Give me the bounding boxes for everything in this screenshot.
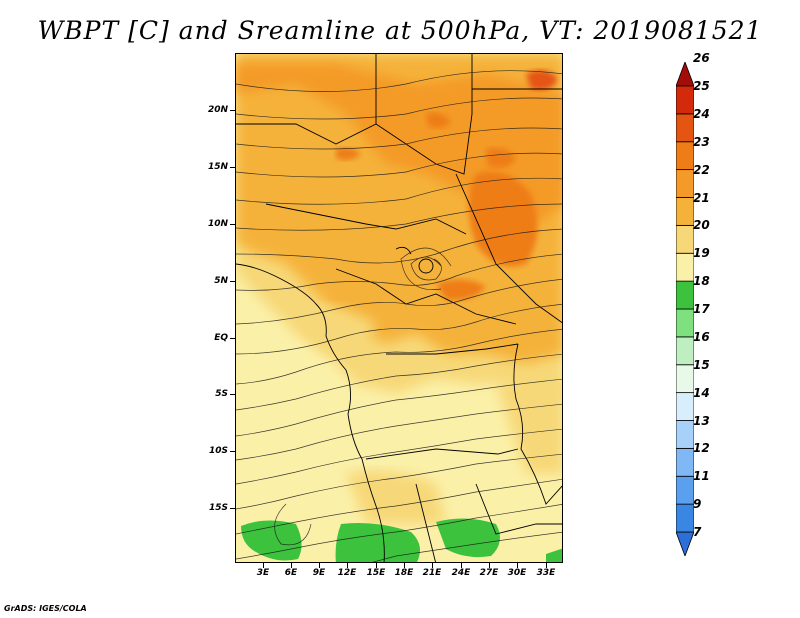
lat-label-10n: 10N [207, 219, 228, 229]
colorbar-label: 9 [693, 497, 702, 512]
colorbar-segment [676, 447, 694, 477]
lat-tick [230, 394, 235, 395]
colorbar-label: 13 [693, 413, 710, 428]
lat-label-20n: 20N [207, 105, 228, 115]
colorbar-label: 21 [693, 190, 710, 205]
colorbar-segment [676, 364, 694, 394]
colorbar-segment [676, 85, 694, 115]
lon-label-33e: 33E [536, 568, 556, 578]
map-panel [235, 53, 563, 563]
colorbar-segment [676, 169, 694, 198]
lon-label-15e: 15E [366, 568, 386, 578]
lon-tick [432, 563, 433, 568]
lat-label-15n: 15N [207, 162, 228, 172]
lat-tick [230, 167, 235, 168]
lat-label-10s: 10S [208, 446, 228, 456]
colorbar-label: 15 [693, 357, 710, 372]
colorbar-segment [676, 113, 694, 143]
colorbar-label: 22 [693, 162, 710, 177]
colorbar [676, 62, 694, 556]
colorbar-segment [676, 336, 694, 366]
colorbar-top-arrow [676, 62, 694, 87]
colorbar-segment [676, 224, 694, 254]
colorbar-segment [676, 197, 694, 226]
lat-label-5n: 5N [214, 276, 228, 286]
lat-tick [230, 110, 235, 111]
map-title: WBPT [C] and Sreamline at 500hPa, VT: 20… [37, 16, 763, 45]
colorbar-label: 12 [693, 441, 710, 456]
lon-tick [347, 563, 348, 568]
lon-tick [319, 563, 320, 568]
colorbar-label: 20 [693, 218, 710, 233]
colorbar-label: 17 [693, 302, 710, 316]
lon-tick [404, 563, 405, 568]
lon-tick [546, 563, 547, 568]
lon-tick [263, 563, 264, 568]
colorbar-label: 7 [693, 525, 702, 539]
colorbar-segment [676, 392, 694, 421]
lat-tick [230, 508, 235, 509]
lat-label-15s: 15S [208, 503, 228, 513]
colorbar-segment [676, 308, 694, 338]
colorbar-label: 23 [693, 134, 710, 149]
lat-label-eq: EQ [214, 333, 228, 343]
colorbar-label: 11 [693, 469, 710, 484]
lat-tick [230, 281, 235, 282]
lon-tick [376, 563, 377, 568]
lon-label-30e: 30E [507, 568, 527, 578]
lon-label-18e: 18E [394, 568, 414, 578]
colorbar-label: 25 [693, 79, 710, 93]
lon-tick [517, 563, 518, 568]
colorbar-label: 16 [693, 329, 710, 344]
colorbar-segment [676, 141, 694, 171]
lat-tick [230, 451, 235, 452]
lon-label-3e: 3E [256, 568, 270, 578]
lat-label-5s: 5S [215, 389, 228, 399]
colorbar-segment [676, 475, 694, 505]
colorbar-bottom-arrow [676, 531, 694, 556]
lon-tick [461, 563, 462, 568]
colorbar-label: 18 [693, 274, 710, 289]
lat-tick [230, 224, 235, 225]
lon-label-27e: 27E [479, 568, 499, 578]
colorbar-segment [676, 420, 694, 449]
colorbar-label: 26 [693, 51, 710, 66]
lon-label-21e: 21E [422, 568, 442, 578]
lon-label-12e: 12E [337, 568, 357, 578]
lon-tick [291, 563, 292, 568]
lon-label-24e: 24E [451, 568, 471, 578]
colorbar-label: 19 [693, 246, 710, 261]
colorbar-segment [676, 280, 694, 310]
colorbar-segment [676, 503, 694, 533]
colorbar-segment [676, 252, 694, 282]
lon-label-6e: 6E [284, 568, 298, 578]
lon-tick [489, 563, 490, 568]
lon-label-9e: 9E [312, 568, 326, 578]
wbpt-field [236, 54, 562, 562]
colorbar-label: 14 [693, 385, 710, 400]
lat-tick [230, 338, 235, 339]
colorbar-label: 24 [693, 106, 710, 121]
credit-text: GrADS: IGES/COLA [4, 604, 87, 613]
